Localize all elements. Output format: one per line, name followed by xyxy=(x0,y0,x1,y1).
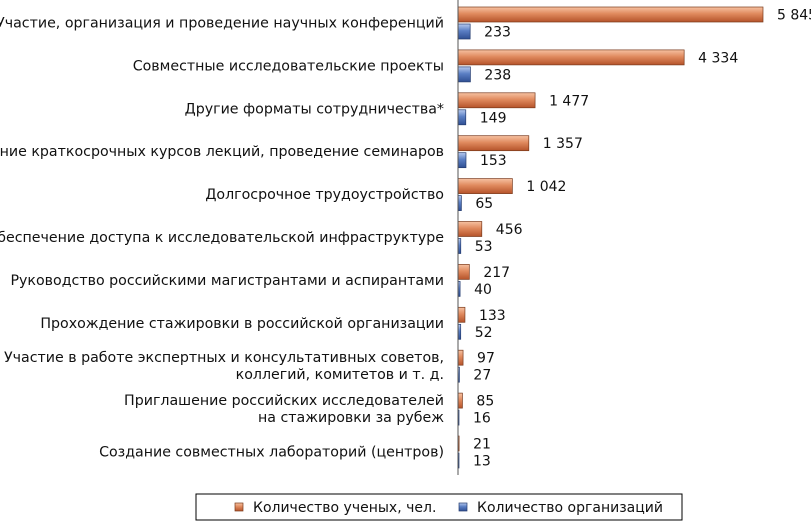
value-label-scientists: 1 357 xyxy=(543,136,583,152)
value-label-organizations: 52 xyxy=(475,325,493,341)
category-label: Совместные исследовательские проекты xyxy=(133,58,444,74)
bar-scientists xyxy=(457,306,466,323)
value-label-organizations: 238 xyxy=(484,67,511,83)
value-label-scientists: 21 xyxy=(473,437,491,453)
value-label-scientists: 456 xyxy=(496,222,523,238)
bar-scientists xyxy=(457,135,530,152)
category-label: Участие, организация и проведение научны… xyxy=(0,15,444,31)
value-label-organizations: 40 xyxy=(474,282,492,298)
category-label: Приглашение российских исследователей на … xyxy=(124,393,444,426)
legend-label-scientists: Количество ученых, чел. xyxy=(253,500,436,516)
bar-organizations xyxy=(457,152,467,169)
value-label-organizations: 149 xyxy=(480,110,507,126)
value-label-scientists: 1 477 xyxy=(549,93,589,109)
bar-scientists xyxy=(457,178,513,194)
category-label: Чтение краткосрочных курсов лекций, пров… xyxy=(0,144,444,160)
category-label: Долгосрочное трудоустройство xyxy=(205,187,444,203)
bar-organizations xyxy=(457,109,467,126)
category-label: Участие в работе экспертных и консультат… xyxy=(4,350,444,383)
bar-scientists xyxy=(457,49,685,66)
legend: Количество ученых, чел. Количество орган… xyxy=(195,493,683,521)
value-label-organizations: 233 xyxy=(484,25,511,41)
category-label: Обеспечение доступа к исследовательской … xyxy=(0,230,444,246)
value-label-scientists: 217 xyxy=(483,265,510,281)
value-label-scientists: 97 xyxy=(477,351,495,367)
bar-scientists xyxy=(457,264,470,280)
bar-organizations xyxy=(457,66,471,83)
legend-box xyxy=(195,493,683,521)
bar-scientists xyxy=(457,392,463,409)
bar-scientists xyxy=(457,349,464,366)
category-label: Прохождение стажировки в российской орга… xyxy=(40,316,444,332)
bar-organizations xyxy=(457,195,462,211)
bar-scientists xyxy=(457,92,536,109)
value-label-organizations: 13 xyxy=(473,454,491,470)
legend-swatch-organizations xyxy=(458,502,468,512)
legend-swatch-scientists xyxy=(234,502,244,512)
value-label-scientists: 4 334 xyxy=(698,50,738,66)
value-label-organizations: 27 xyxy=(473,368,491,384)
bar-scientists xyxy=(457,221,483,237)
category-label: Создание совместных лабораторий (центров… xyxy=(99,444,444,460)
value-label-scientists: 1 042 xyxy=(526,179,566,195)
category-label: Другие форматы сотрудничества* xyxy=(185,101,444,117)
value-label-organizations: 153 xyxy=(480,153,507,169)
value-label-scientists: 133 xyxy=(479,308,506,324)
value-label-scientists: 5 845 xyxy=(777,8,811,24)
legend-label-organizations: Количество организаций xyxy=(477,500,663,516)
category-label: Руководство российскими магистрантами и … xyxy=(10,273,444,289)
value-label-scientists: 85 xyxy=(476,394,494,410)
value-label-organizations: 65 xyxy=(475,196,493,212)
bar-scientists xyxy=(457,6,764,23)
value-label-organizations: 53 xyxy=(475,239,493,255)
bar-organizations xyxy=(457,23,471,40)
value-label-organizations: 16 xyxy=(473,411,491,427)
